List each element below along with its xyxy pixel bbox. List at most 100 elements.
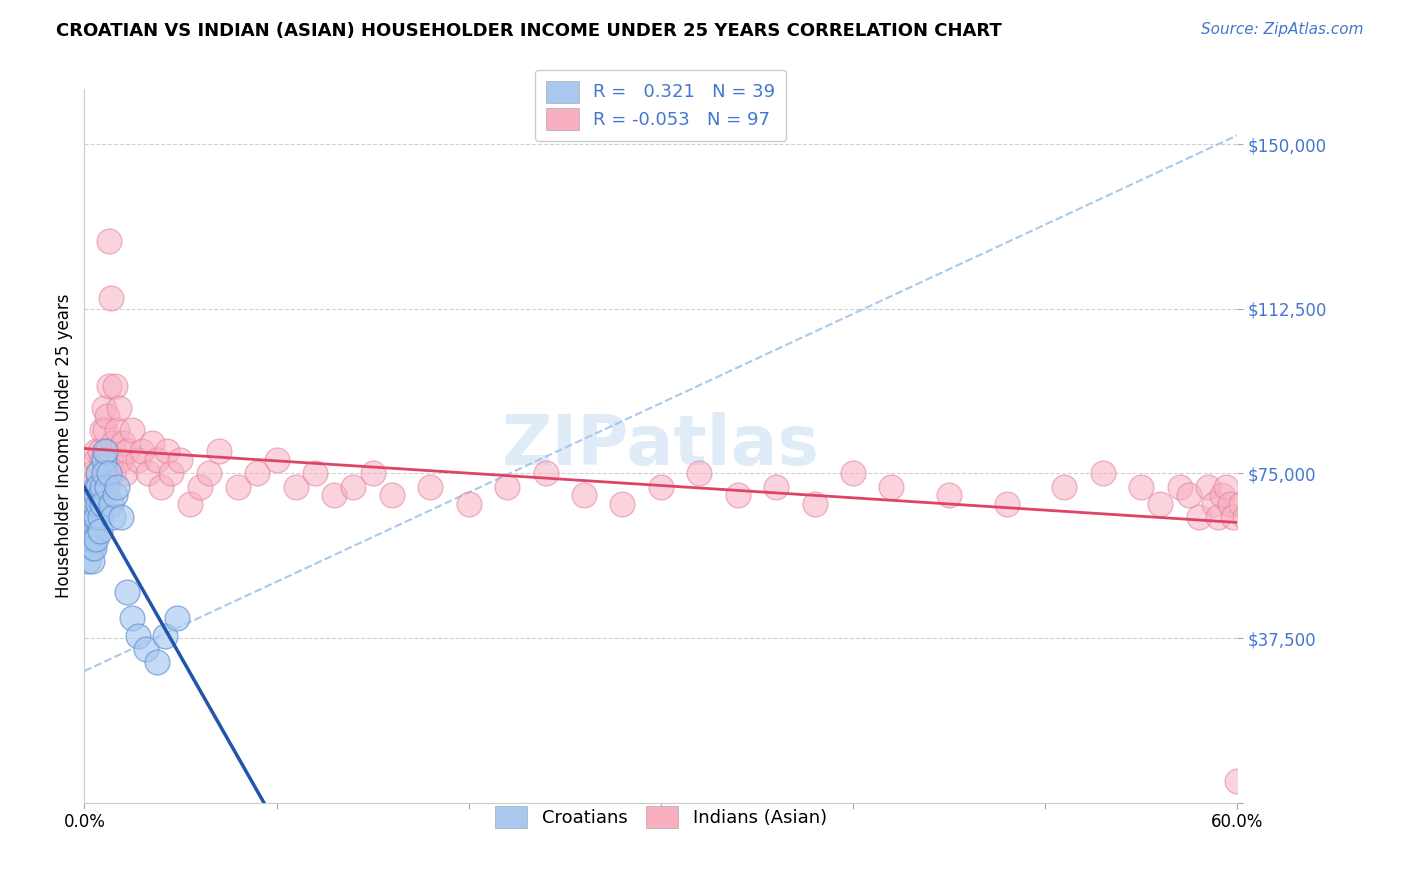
Point [842, 467, 865, 481]
Point [127, 629, 149, 643]
Point [1272, 480, 1295, 494]
Point [77, 554, 100, 568]
Point [89, 524, 111, 538]
Point [342, 480, 364, 494]
Point [131, 444, 153, 458]
Point [150, 480, 173, 494]
Point [111, 435, 134, 450]
Point [90, 497, 112, 511]
Point [166, 611, 188, 625]
Text: ZIPatlas: ZIPatlas [502, 412, 820, 480]
Point [1198, 480, 1220, 494]
Point [188, 480, 211, 494]
Point [83, 541, 105, 555]
Point [995, 497, 1018, 511]
Point [650, 480, 672, 494]
Point [572, 488, 595, 502]
Point [1279, 510, 1302, 524]
Point [496, 480, 519, 494]
Point [266, 453, 288, 467]
Point [84, 533, 107, 547]
Point [612, 497, 634, 511]
Point [457, 497, 479, 511]
Point [80, 554, 103, 568]
Point [115, 444, 138, 458]
Y-axis label: Householder Income Under 25 years: Householder Income Under 25 years [55, 293, 73, 599]
Point [1091, 467, 1114, 481]
Point [115, 585, 138, 599]
Point [1206, 510, 1229, 524]
Point [79, 533, 101, 547]
Point [765, 480, 787, 494]
Point [1241, 488, 1264, 502]
Point [98, 467, 121, 481]
Point [83, 497, 105, 511]
Point [114, 467, 136, 481]
Point [90, 423, 112, 437]
Point [1230, 497, 1253, 511]
Point [146, 655, 169, 669]
Point [80, 541, 103, 555]
Point [1204, 497, 1226, 511]
Point [87, 467, 110, 481]
Point [1188, 510, 1211, 524]
Point [169, 453, 191, 467]
Point [87, 467, 110, 481]
Text: CROATIAN VS INDIAN (ASIAN) HOUSEHOLDER INCOME UNDER 25 YEARS CORRELATION CHART: CROATIAN VS INDIAN (ASIAN) HOUSEHOLDER I… [56, 22, 1002, 40]
Point [84, 444, 107, 458]
Point [89, 488, 111, 502]
Point [90, 480, 112, 494]
Point [1211, 488, 1233, 502]
Point [94, 423, 117, 437]
Point [179, 497, 201, 511]
Point [198, 467, 221, 481]
Point [304, 467, 326, 481]
Point [89, 510, 111, 524]
Point [100, 497, 122, 511]
Point [1284, 497, 1306, 511]
Point [153, 629, 176, 643]
Point [94, 444, 117, 458]
Point [100, 453, 122, 467]
Point [1226, 773, 1249, 788]
Point [1288, 488, 1310, 502]
Point [84, 453, 107, 467]
Point [534, 467, 557, 481]
Point [93, 480, 115, 494]
Point [104, 488, 127, 502]
Point [1268, 497, 1291, 511]
Point [688, 467, 710, 481]
Point [419, 480, 441, 494]
Point [208, 444, 231, 458]
Point [1219, 497, 1241, 511]
Point [1178, 488, 1201, 502]
Point [127, 453, 149, 467]
Point [246, 467, 269, 481]
Point [83, 497, 105, 511]
Point [110, 453, 132, 467]
Point [93, 467, 115, 481]
Point [1233, 510, 1256, 524]
Point [96, 409, 118, 424]
Point [1261, 510, 1284, 524]
Point [84, 480, 107, 494]
Point [323, 488, 346, 502]
Point [226, 480, 249, 494]
Point [156, 444, 179, 458]
Point [100, 291, 122, 305]
Point [1264, 488, 1286, 502]
Point [136, 467, 159, 481]
Point [1168, 480, 1191, 494]
Point [105, 480, 128, 494]
Point [93, 401, 115, 415]
Point [87, 480, 110, 494]
Point [103, 435, 124, 450]
Point [880, 480, 903, 494]
Point [84, 488, 107, 502]
Point [284, 480, 307, 494]
Point [146, 453, 169, 467]
Point [361, 467, 384, 481]
Point [93, 453, 115, 467]
Point [98, 234, 121, 248]
Point [89, 510, 111, 524]
